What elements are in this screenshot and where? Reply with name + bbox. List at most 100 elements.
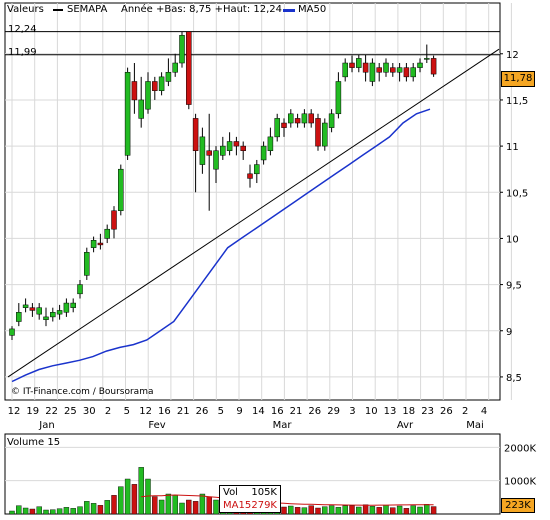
candle-body [349, 62, 355, 68]
volume-bar [301, 507, 308, 515]
candle-body [165, 71, 172, 82]
volume-bar [383, 505, 389, 515]
volume-bar [172, 495, 178, 515]
price-grid [5, 3, 512, 400]
ma50-line [11, 108, 431, 383]
candle-body [342, 62, 348, 78]
candle-body [240, 145, 246, 151]
vol-label: Vol [223, 487, 238, 498]
volume-bar [36, 506, 42, 515]
candle-body [254, 164, 260, 175]
candle-body [50, 312, 56, 318]
candle-body [362, 62, 369, 73]
volume-bar [118, 486, 124, 515]
price-y-tick-label: 11,5 [506, 96, 528, 107]
volume-bar [335, 507, 342, 515]
candle-body [179, 35, 185, 64]
candle-body [118, 168, 124, 211]
x-day-label: 29 [327, 406, 340, 417]
x-month-label: Mar [273, 420, 293, 431]
candle-body [158, 76, 165, 91]
candle-body [267, 136, 274, 151]
ma50-label: MA50 [298, 4, 327, 15]
candle-body [417, 62, 423, 68]
candlestick-series [9, 31, 437, 340]
candle-body [274, 118, 280, 138]
volume-bar [424, 504, 430, 515]
volume-bar [206, 496, 212, 515]
candle-body [328, 113, 335, 128]
volume-bar [179, 502, 185, 515]
candle-body [247, 173, 253, 179]
x-day-label: 30 [83, 406, 96, 417]
x-day-label: 21 [290, 406, 303, 417]
candle-body [186, 31, 192, 105]
volume-bar [281, 506, 287, 515]
candle-body [84, 252, 90, 276]
volume-bar [50, 509, 56, 515]
volume-bar [165, 493, 172, 515]
volume-bar [362, 504, 369, 515]
price-y-tick-label: 10,5 [506, 188, 528, 199]
reference-lines [5, 31, 500, 56]
volume-bar [410, 505, 416, 515]
volume-bar [430, 506, 437, 515]
candle-body [315, 118, 321, 147]
x-day-label: 12 [139, 406, 152, 417]
price-y-tick-label: 8,5 [506, 373, 522, 384]
volume-bar [138, 467, 144, 515]
support-trend-line [7, 48, 500, 378]
candle-body [36, 307, 42, 315]
volume-bar [90, 503, 97, 515]
x-day-label: 4 [481, 406, 487, 417]
candle-body [206, 150, 212, 156]
volume-grid [5, 446, 500, 482]
volume-bar [328, 505, 335, 515]
volume-bar [22, 507, 29, 515]
volume-bar [294, 507, 301, 515]
candle-body [131, 81, 138, 101]
volume-bar [349, 505, 355, 515]
candle-body [9, 328, 15, 336]
vol-row: Vol 105K [220, 486, 280, 499]
candle-body [145, 81, 151, 110]
candle-body [335, 81, 342, 115]
candle-body [63, 302, 70, 313]
volume-bar [29, 508, 36, 515]
candle-body [56, 310, 63, 315]
x-day-label: 19 [26, 406, 39, 417]
candle-body [376, 67, 382, 73]
volume-bar [158, 499, 165, 515]
volume-bar [213, 499, 219, 515]
vol-value: 105K [251, 487, 277, 498]
volume-bar [288, 505, 294, 515]
candle-body [111, 210, 117, 230]
x-day-label: 26 [196, 406, 209, 417]
candle-body [369, 62, 376, 82]
candle-body [301, 113, 308, 124]
candle-body [192, 118, 199, 151]
price-y-tick-label: 9 [506, 327, 512, 338]
volume-y-tick-label: 1000K [504, 477, 536, 488]
volume-ma-line [141, 494, 434, 506]
volume-bar [342, 505, 348, 515]
x-day-label: 5 [124, 406, 130, 417]
candle-body [90, 240, 97, 248]
ma50-polyline [11, 108, 431, 383]
volume-bar [111, 495, 117, 515]
x-day-label: 5 [218, 406, 224, 417]
volume-bar [356, 506, 362, 515]
last-price-box: 11,78 [501, 71, 535, 87]
x-axis-labels: 12 19 22 25 30 2 5 12 16 21 26 5 9 14 16 21 26 29 3 10 13 18 2… [8, 406, 488, 431]
volume-bar [77, 506, 83, 515]
candle-body [403, 67, 410, 78]
volume-bar [16, 505, 22, 515]
candle-body [213, 150, 219, 170]
x-day-label: 21 [177, 406, 190, 417]
candle-body [308, 113, 314, 124]
last-price-value: 11,78 [503, 73, 533, 84]
ma15-row: MA15 279K [220, 499, 280, 512]
candle-body [322, 122, 328, 147]
price-y-ticks: 8,5 9 9,5 10 10,5 11 11,5 12 [500, 50, 528, 384]
price-y-tick-label: 11 [506, 142, 519, 153]
